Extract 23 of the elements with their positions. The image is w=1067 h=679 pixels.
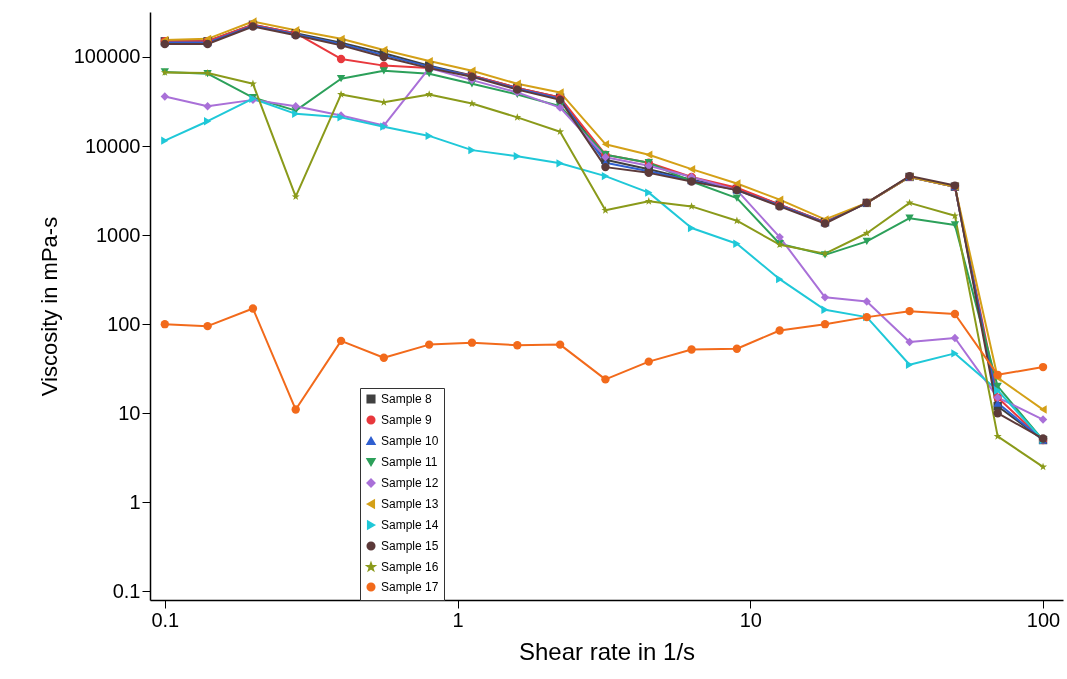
y-tick-label: 10000 <box>84 134 141 157</box>
x-tick-label: 0.1 <box>151 608 180 631</box>
y-tick-label: 100000 <box>73 45 141 68</box>
legend-label: Sample 9 <box>381 413 433 427</box>
legend-label: Sample 14 <box>381 518 439 532</box>
y-tick-label: 1000 <box>96 223 141 246</box>
y-axis-title: Viscosity in mPa-s <box>36 216 62 397</box>
legend-label: Sample 12 <box>381 476 439 490</box>
legend-label: Sample 16 <box>381 560 439 574</box>
legend-label: Sample 8 <box>381 392 433 406</box>
y-tick-label: 10 <box>118 401 141 424</box>
legend-label: Sample 17 <box>381 580 439 594</box>
x-tick-label: 100 <box>1026 608 1061 631</box>
y-tick-label: 1 <box>129 490 141 513</box>
legend-label: Sample 15 <box>381 539 439 553</box>
legend-label: Sample 13 <box>381 497 439 511</box>
x-axis-title: Shear rate in 1/s <box>518 637 696 665</box>
y-tick-label: 0.1 <box>112 579 141 602</box>
legend-label: Sample 10 <box>381 434 439 448</box>
y-tick-label: 100 <box>107 312 141 335</box>
x-tick-label: 10 <box>739 608 762 631</box>
legend-label: Sample 11 <box>381 455 438 469</box>
x-tick-label: 1 <box>452 608 464 631</box>
